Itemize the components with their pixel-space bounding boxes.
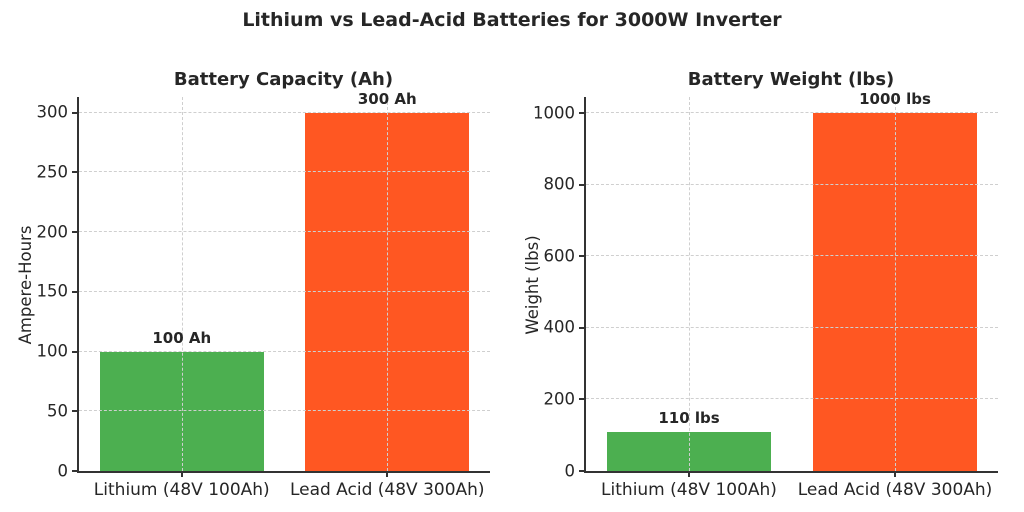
y-tick-label: 0 [57, 460, 69, 480]
bar-value-label: 100 Ah [152, 328, 212, 347]
y-tick-label: 0 [564, 460, 576, 480]
y-tick-label: 200 [36, 221, 69, 241]
y-tick-mark [72, 410, 79, 413]
y-tick-mark [72, 470, 79, 472]
y-tick-mark [579, 183, 586, 186]
bar-value-label: 300 Ah [357, 89, 417, 108]
y-tick-label: 400 [543, 317, 576, 337]
figure-title: Lithium vs Lead-Acid Batteries for 3000W… [242, 9, 782, 31]
x-gridline [689, 97, 690, 471]
y-gridline [79, 111, 490, 113]
capacity-y-axis-label: Ampere-Hours [16, 225, 35, 345]
x-gridline [387, 97, 389, 471]
bar-value-label: 1000 lbs [859, 90, 931, 109]
x-tick-label: Lithium (48V 100Ah) [601, 480, 777, 500]
y-tick-mark [579, 326, 586, 329]
y-tick-mark [72, 231, 79, 234]
y-gridline [586, 326, 998, 328]
x-tick-label: Lithium (48V 100Ah) [93, 480, 270, 500]
bar-value-label: 110 lbs [658, 408, 720, 427]
x-gridline [895, 97, 896, 471]
y-tick-label: 1000 [533, 102, 575, 122]
weight-chart-plot-area: 0 200 400 600 800 1000 Lithium (48V 100Ah) 110 … [533, 92, 998, 500]
y-gridline [586, 183, 998, 185]
y-tick-label: 800 [543, 174, 576, 194]
y-gridline [79, 231, 490, 233]
x-tick-mark [688, 471, 690, 477]
y-tick-mark [72, 171, 79, 174]
y-tick-label: 250 [36, 162, 69, 182]
y-gridline [79, 410, 490, 412]
x-gridline [181, 97, 183, 471]
x-tick-mark [894, 471, 896, 477]
y-gridline [586, 398, 998, 400]
y-tick-mark [579, 255, 586, 258]
y-tick-mark [72, 350, 79, 353]
y-tick-label: 50 [47, 401, 68, 421]
y-tick-mark [579, 470, 586, 472]
bar [606, 431, 772, 471]
y-gridline [586, 112, 998, 114]
y-gridline [79, 350, 490, 352]
y-tick-label: 100 [36, 341, 69, 361]
x-tick-mark [386, 471, 389, 477]
y-gridline [79, 290, 490, 292]
capacity-chart-title: Battery Capacity (Ah) [173, 69, 394, 90]
x-tick-label: Lead Acid (48V 300Ah) [797, 480, 993, 500]
y-tick-mark [72, 111, 79, 114]
y-tick-label: 150 [36, 281, 69, 301]
bar [812, 113, 978, 471]
y-tick-label: 300 [36, 102, 69, 122]
y-gridline [79, 171, 490, 173]
x-tick-mark [180, 471, 183, 477]
y-tick-mark [579, 398, 586, 401]
y-gridline [586, 255, 998, 257]
x-tick-label: Lead Acid (48V 300Ah) [289, 480, 485, 500]
weight-chart-title: Battery Weight (lbs) [687, 69, 895, 90]
weight-y-axis-label: Weight (lbs) [523, 235, 542, 335]
y-tick-label: 600 [543, 246, 576, 266]
y-tick-label: 200 [543, 389, 576, 409]
capacity-chart-plot-area: 0 50 100 150 200 250 300 Lithium (48V 100Ah) 100… [37, 91, 490, 500]
y-tick-mark [72, 290, 79, 293]
y-tick-mark [579, 112, 586, 115]
